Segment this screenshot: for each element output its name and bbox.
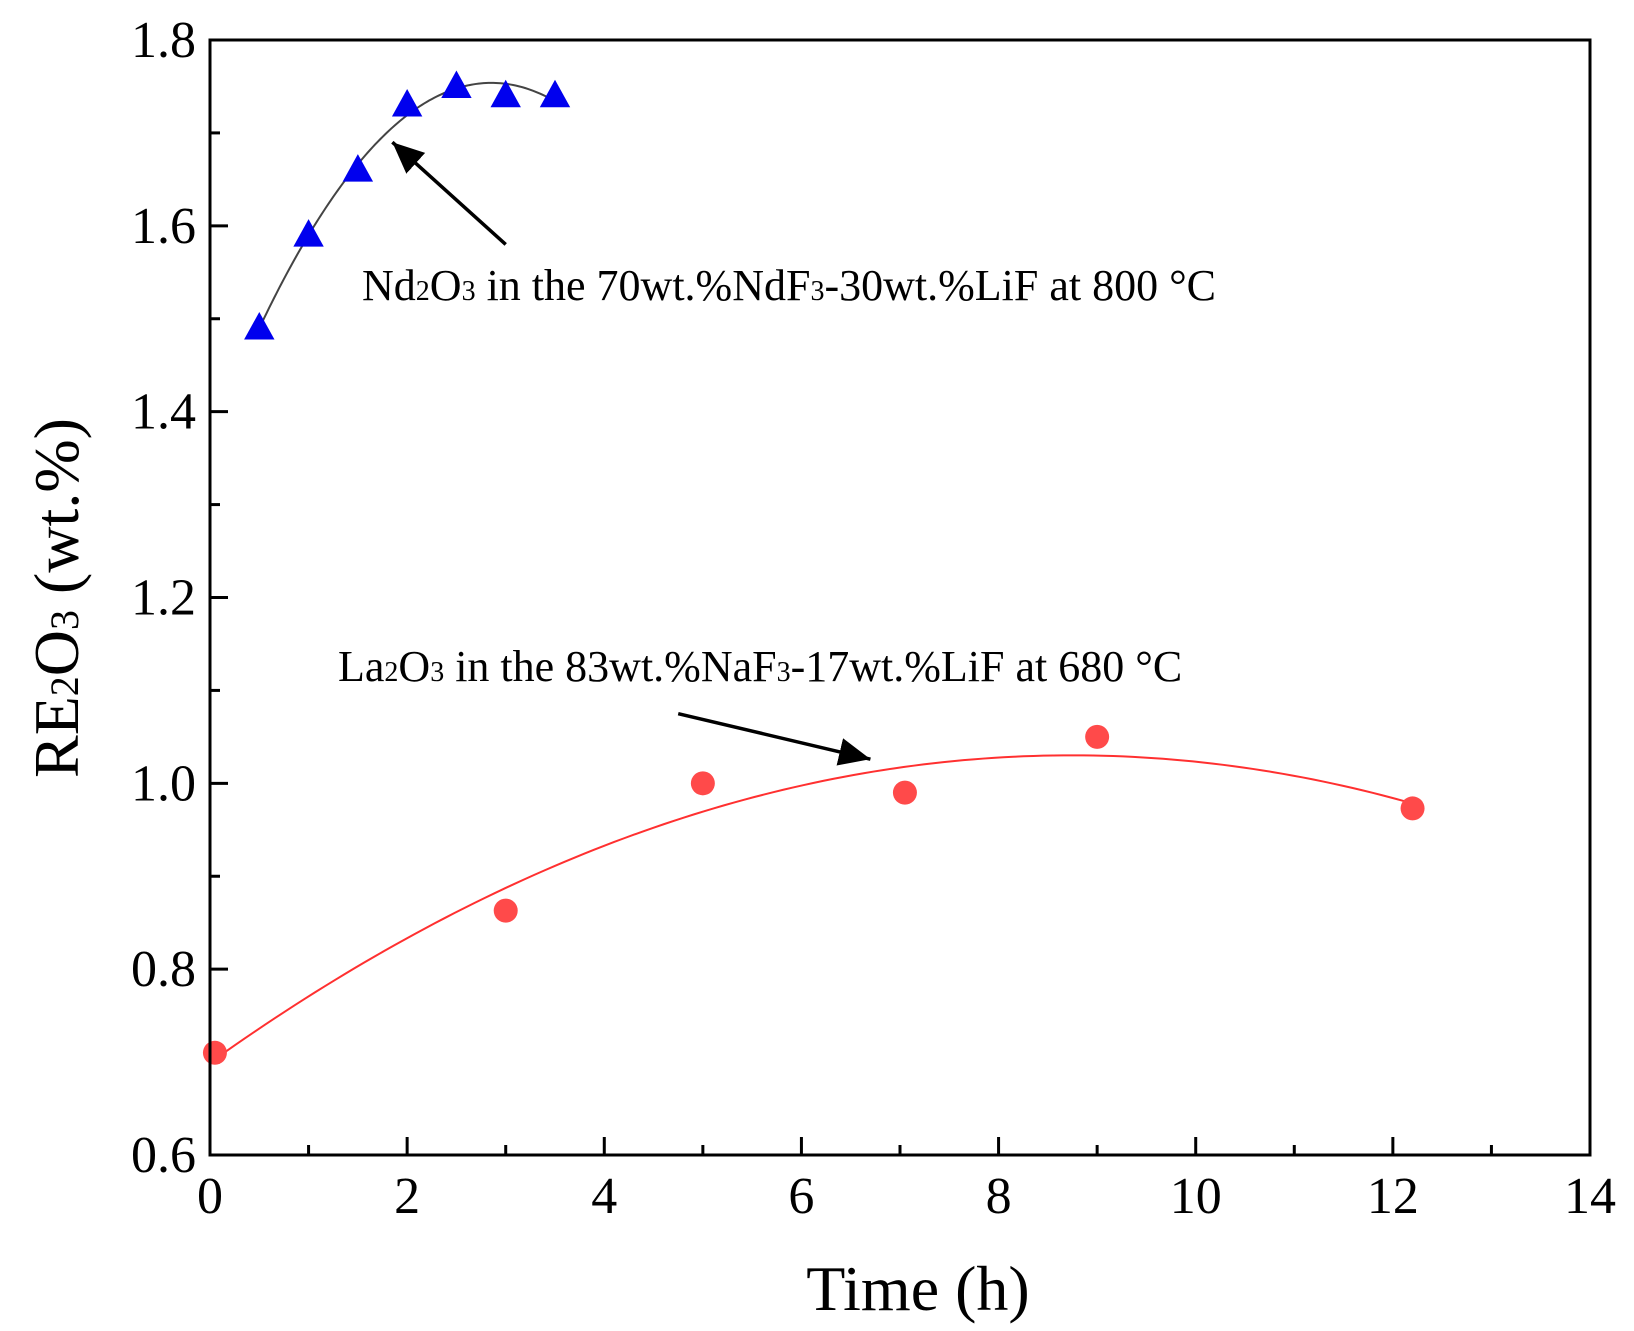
annotation-text: O — [430, 261, 462, 310]
y-tick-label: 1.4 — [131, 384, 196, 441]
x-tick-label: 4 — [591, 1168, 617, 1225]
nd-annotation-label: Nd2O3 in the 70wt.%NdF3-30wt.%LiF at 800… — [362, 261, 1216, 310]
nd2o3-point — [391, 89, 423, 117]
annotation-text: in the 70wt.%NdF — [476, 261, 811, 310]
annotation-subscript: 2 — [416, 276, 430, 307]
annotation-subscript: 3 — [430, 657, 444, 688]
x-tick-label: 10 — [1170, 1168, 1222, 1225]
nd2o3-point — [342, 154, 374, 182]
x-tick-label: 2 — [394, 1168, 420, 1225]
x-tick-label: 6 — [788, 1168, 814, 1225]
nd-annotation-arrow — [391, 140, 507, 246]
la2o3-point — [202, 1040, 227, 1065]
y-tick-label: 0.6 — [131, 1127, 196, 1184]
nd2o3-point — [244, 312, 275, 340]
nd2o3-point — [539, 79, 571, 108]
y-axis-title-mid: O — [21, 630, 92, 676]
y-axis-title-sub2: 3 — [42, 610, 87, 630]
la2o3-point — [690, 771, 715, 796]
annotations: Nd2O3 in the 70wt.%NdF3-30wt.%LiF at 800… — [338, 140, 1216, 766]
la2o3-point — [1400, 796, 1425, 821]
nd2o3-point — [293, 219, 324, 247]
y-axis-title-prefix: RE — [21, 696, 92, 778]
plot-frame — [208, 38, 1592, 1157]
annotation-text: O — [398, 642, 430, 691]
y-tick-label: 1.8 — [131, 12, 196, 69]
annotation-text: Nd — [362, 261, 416, 310]
x-tick-label: 8 — [986, 1168, 1012, 1225]
annotation-subscript: 2 — [384, 657, 398, 688]
x-tick-label: 0 — [197, 1168, 223, 1225]
y-tick-label: 1.0 — [131, 755, 196, 812]
x-tick-label: 12 — [1367, 1168, 1419, 1225]
y-tick-label: 0.8 — [131, 941, 196, 998]
annotation-subscript: 3 — [462, 276, 476, 307]
annotation-subscript: 3 — [777, 657, 791, 688]
x-tick-label: 14 — [1564, 1168, 1616, 1225]
la2o3-point — [493, 898, 518, 923]
x-axis-title: Time (h) — [806, 1253, 1029, 1324]
nd2o3-point — [490, 79, 521, 108]
y-tick-label: 1.2 — [131, 570, 196, 627]
la-annotation-arrow — [677, 711, 871, 766]
la-annotation-label: La2O3 in the 83wt.%NaF3-17wt.%LiF at 680… — [338, 642, 1182, 691]
annotation-subscript: 3 — [810, 276, 824, 307]
y-axis-title: RE2O3 (wt.%) — [21, 418, 92, 778]
annotation-text: -17wt.%LiF at 680 °C — [791, 642, 1183, 691]
y-axis-title-sub1: 2 — [42, 676, 87, 696]
nd2o3-point — [441, 70, 472, 98]
annotation-text: in the 83wt.%NaF — [444, 642, 776, 691]
annotation-text: -30wt.%LiF at 800 °C — [824, 261, 1216, 310]
la2o3-point — [1085, 724, 1110, 749]
la2o3-point — [892, 780, 917, 805]
axis-labels: Time (h) RE2O3 (wt.%) 0 2 4 6 8 10 12 140.60.81… — [21, 12, 1616, 1324]
y-tick-label: 1.6 — [131, 198, 196, 255]
y-axis-title-suffix: (wt.%) — [21, 418, 92, 610]
annotation-text: La — [338, 642, 384, 691]
la2o3-fit-curve — [214, 754, 1413, 1061]
